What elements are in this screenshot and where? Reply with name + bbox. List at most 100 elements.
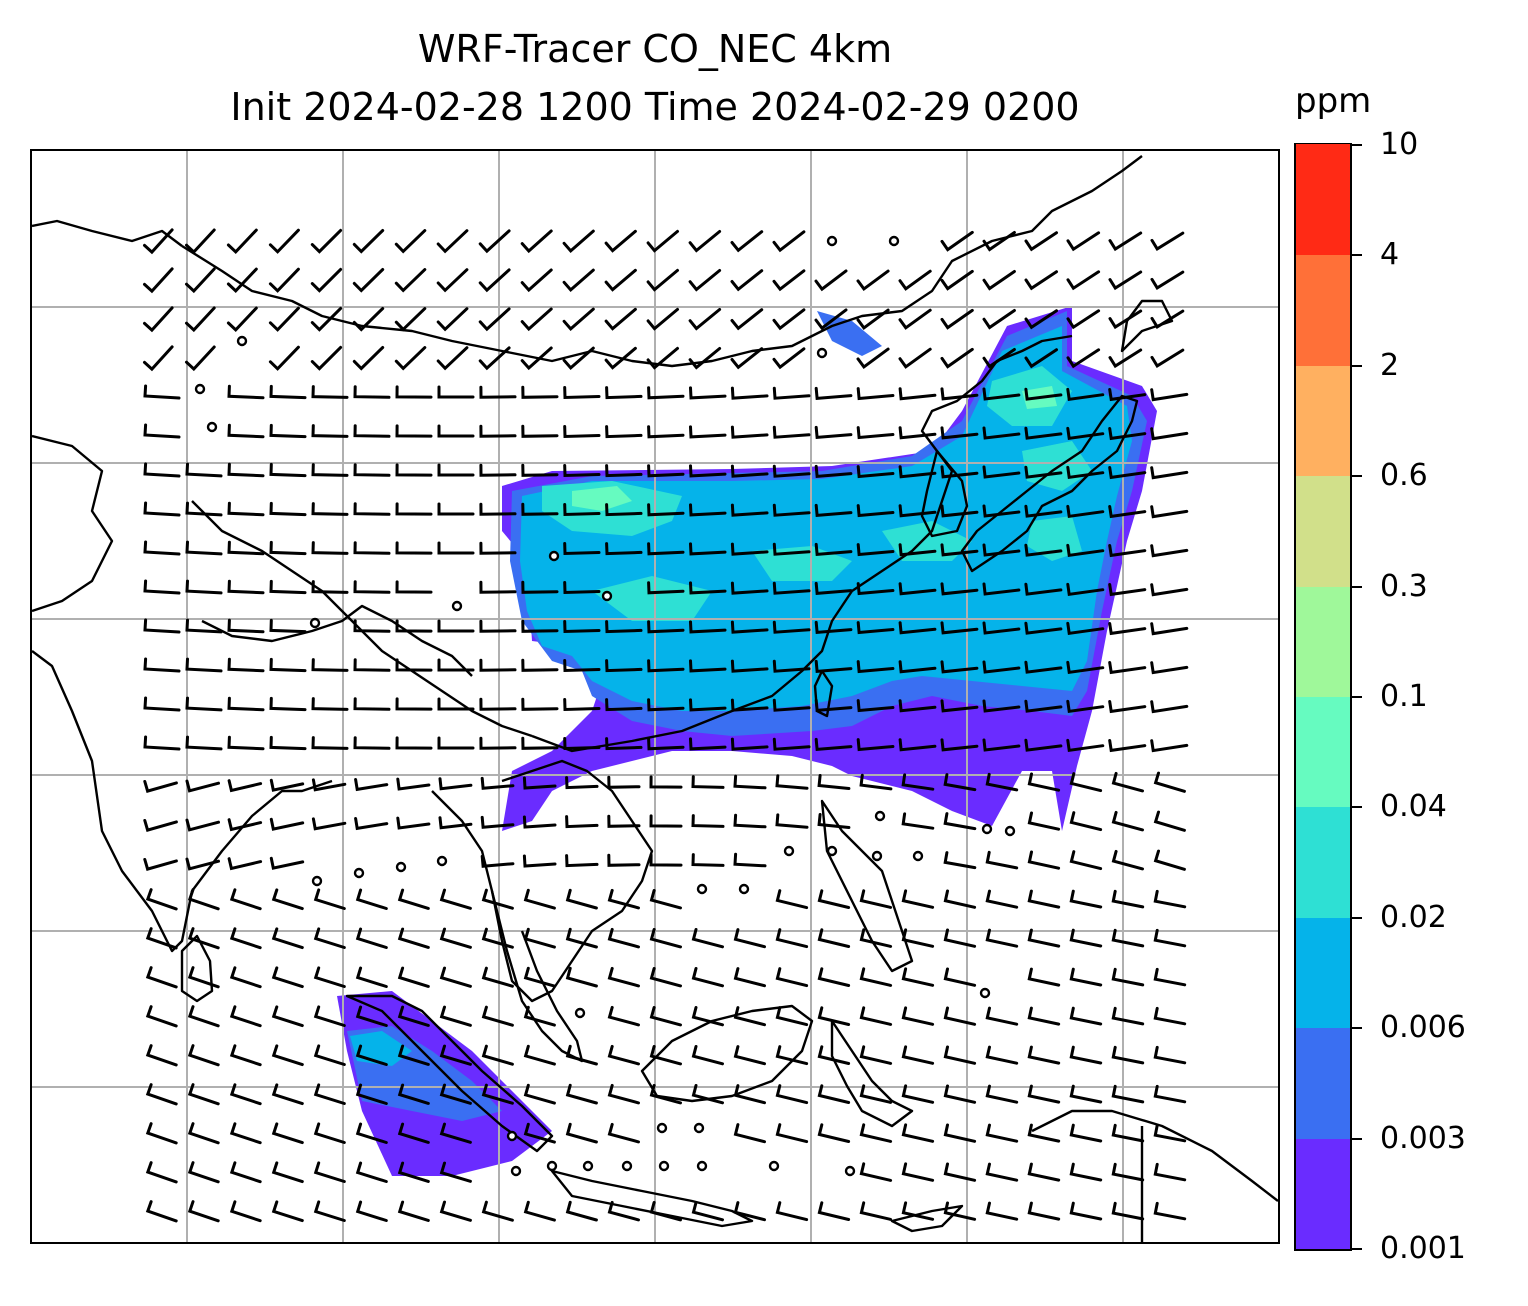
wind-barb xyxy=(143,579,181,595)
wind-barb xyxy=(859,1006,893,1026)
wind-barb xyxy=(145,1005,178,1028)
wind-barb xyxy=(269,423,307,439)
wind-barb xyxy=(437,697,475,711)
wind-barb xyxy=(1069,1201,1103,1221)
wind-barb xyxy=(439,1122,472,1144)
wind-barb xyxy=(775,1201,809,1222)
wind-barb xyxy=(353,658,391,672)
calm-wind-marker xyxy=(236,335,248,347)
wind-barb xyxy=(187,927,220,950)
wind-barb xyxy=(940,738,979,752)
colorbar-segment xyxy=(1296,144,1350,256)
wind-barb xyxy=(143,423,181,439)
wind-barb xyxy=(1024,660,1063,674)
wind-barb xyxy=(817,967,851,987)
wind-barb xyxy=(1108,231,1143,252)
wind-barb xyxy=(395,736,433,750)
wind-barb xyxy=(1108,583,1147,597)
wind-barb xyxy=(689,386,727,400)
wind-barb xyxy=(355,966,388,988)
wind-barb xyxy=(605,620,643,634)
tracer-plume-north-layer-5 xyxy=(572,386,1057,511)
wind-barb xyxy=(354,817,389,831)
wind-barb xyxy=(143,657,181,673)
wind-barb xyxy=(733,813,767,829)
wind-barb xyxy=(269,778,305,792)
wind-barb xyxy=(143,540,181,556)
wind-barb xyxy=(943,1006,977,1026)
wind-barb xyxy=(730,659,769,673)
wind-barb xyxy=(689,659,727,673)
wind-barb xyxy=(396,777,431,791)
wind-barb xyxy=(1153,1123,1187,1143)
wind-barb xyxy=(269,817,305,831)
calm-wind-marker xyxy=(506,1130,518,1142)
wind-barb xyxy=(1108,505,1147,519)
wind-barb xyxy=(480,815,515,829)
wind-barb xyxy=(1024,543,1063,557)
wind-barb xyxy=(733,1123,766,1144)
wind-barb xyxy=(313,888,346,910)
wind-barb xyxy=(649,853,683,867)
wind-barb xyxy=(521,385,559,399)
wind-barb xyxy=(355,927,388,949)
wind-barb xyxy=(229,1005,262,1028)
wind-barb xyxy=(940,387,979,401)
wind-barb xyxy=(478,268,511,293)
wind-barb xyxy=(1069,928,1103,948)
calm-wind-marker xyxy=(874,810,886,822)
colorbar-unit-label: ppm xyxy=(1295,81,1372,121)
wind-barb xyxy=(395,619,433,633)
wind-barb xyxy=(481,1200,514,1222)
wind-barb xyxy=(522,854,557,868)
wind-barb xyxy=(143,858,178,871)
wind-barb xyxy=(772,230,806,253)
wind-barb xyxy=(229,927,262,950)
wind-barb xyxy=(1108,270,1143,291)
wind-barb xyxy=(143,345,174,372)
wind-barb xyxy=(940,543,979,557)
wind-barb xyxy=(397,1044,430,1066)
plot-title-line-1: WRF-Tracer CO_NEC 4km xyxy=(417,27,893,71)
wind-barb xyxy=(226,267,258,294)
wind-barb xyxy=(187,1122,220,1145)
calm-wind-marker xyxy=(309,617,321,629)
wind-barb xyxy=(604,307,637,331)
colorbar-tick-label: 2 xyxy=(1380,347,1400,383)
wind-barb xyxy=(814,581,853,596)
wind-barb xyxy=(227,735,265,751)
wind-barb xyxy=(478,229,511,254)
wind-barb xyxy=(649,1201,682,1222)
wind-barb xyxy=(1027,1006,1061,1026)
wind-barb xyxy=(227,384,265,400)
wind-barb xyxy=(269,579,307,595)
wind-barb xyxy=(562,229,595,254)
wind-barb xyxy=(814,464,853,479)
coastline-india xyxy=(32,650,333,953)
wind-barb xyxy=(394,346,427,371)
wind-barb xyxy=(229,1083,262,1106)
wind-barb xyxy=(772,464,811,478)
wind-barb xyxy=(397,888,430,910)
wind-barb xyxy=(1150,427,1189,441)
wind-barb xyxy=(353,619,391,633)
coastline-sri-lanka xyxy=(180,934,214,1003)
wind-barb xyxy=(271,1200,304,1223)
wind-barb xyxy=(856,269,890,291)
wind-barb xyxy=(227,540,265,556)
wind-barb xyxy=(604,229,637,253)
wind-barb xyxy=(689,737,727,751)
wind-barb xyxy=(649,967,682,988)
wind-barb xyxy=(856,504,895,518)
wind-barb xyxy=(397,1083,430,1105)
wind-barb xyxy=(647,620,685,634)
wind-barb xyxy=(688,269,722,292)
wind-barb xyxy=(436,307,469,332)
wind-barb xyxy=(562,307,595,332)
calm-wind-marker xyxy=(658,1160,670,1172)
wind-barb xyxy=(438,816,473,830)
wind-barb xyxy=(1108,544,1147,558)
wind-barb xyxy=(310,228,343,254)
wind-barb xyxy=(1111,1162,1145,1182)
wind-barb xyxy=(1069,967,1103,987)
